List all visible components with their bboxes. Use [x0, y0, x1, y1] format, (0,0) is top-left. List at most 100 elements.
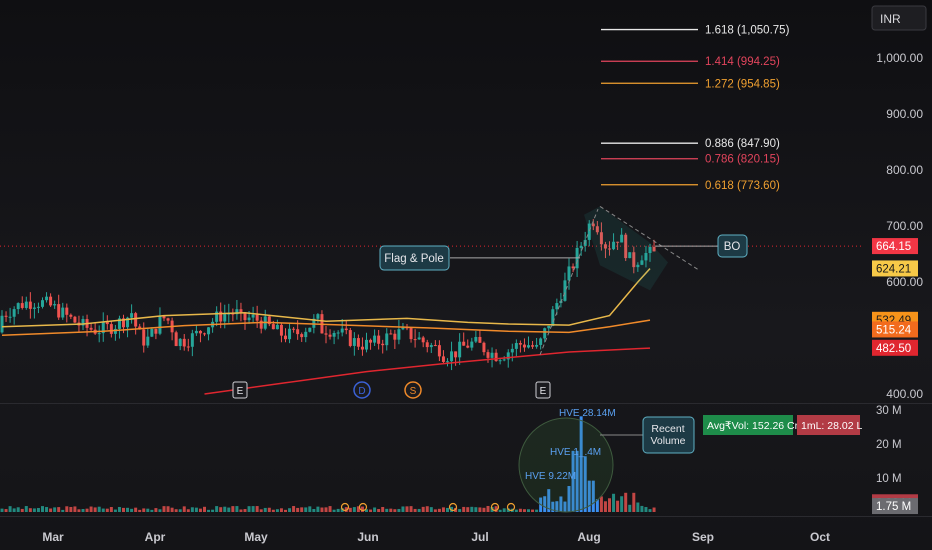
- candle-body[interactable]: [178, 338, 182, 347]
- candle-body[interactable]: [275, 324, 279, 330]
- candle-body[interactable]: [567, 266, 571, 281]
- candle-body[interactable]: [531, 345, 535, 347]
- breakout-annotation[interactable]: BO: [717, 234, 748, 258]
- candle-body[interactable]: [373, 335, 377, 343]
- candle-body[interactable]: [591, 223, 595, 227]
- candle-body[interactable]: [203, 333, 206, 335]
- candle-body[interactable]: [421, 337, 425, 343]
- candle-body[interactable]: [166, 318, 170, 321]
- candle-body[interactable]: [28, 301, 32, 309]
- candle-body[interactable]: [0, 315, 4, 333]
- candle-body[interactable]: [454, 351, 458, 358]
- candle-body[interactable]: [620, 234, 624, 243]
- candle-body[interactable]: [16, 303, 20, 310]
- candle-body[interactable]: [328, 334, 332, 337]
- candle-body[interactable]: [360, 346, 364, 350]
- candle-body[interactable]: [117, 318, 121, 329]
- candle-body[interactable]: [182, 338, 186, 347]
- event-marker-split[interactable]: S: [404, 381, 422, 399]
- candle-body[interactable]: [105, 321, 109, 325]
- candle-body[interactable]: [393, 333, 397, 340]
- candle-body[interactable]: [344, 328, 348, 331]
- candle-body[interactable]: [433, 345, 437, 347]
- candle-body[interactable]: [547, 325, 551, 329]
- candle-body[interactable]: [194, 330, 198, 334]
- candle-body[interactable]: [174, 332, 178, 347]
- candle-body[interactable]: [369, 339, 373, 343]
- candle-body[interactable]: [259, 320, 263, 329]
- candle-body[interactable]: [97, 333, 101, 335]
- candle-body[interactable]: [486, 352, 490, 358]
- candle-body[interactable]: [24, 301, 28, 308]
- candle-body[interactable]: [527, 345, 530, 348]
- candle-body[interactable]: [101, 321, 105, 334]
- candle-body[interactable]: [146, 336, 150, 346]
- candle-body[interactable]: [49, 296, 53, 306]
- candle-body[interactable]: [336, 332, 340, 334]
- candle-body[interactable]: [644, 253, 648, 261]
- candle-body[interactable]: [126, 317, 130, 328]
- candle-body[interactable]: [518, 343, 522, 345]
- candle-body[interactable]: [640, 260, 644, 265]
- candle-body[interactable]: [279, 324, 283, 336]
- candle-body[interactable]: [458, 341, 462, 358]
- candle-body[interactable]: [490, 352, 494, 358]
- candle-body[interactable]: [603, 244, 607, 249]
- candle-body[interactable]: [522, 344, 526, 348]
- candle-body[interactable]: [599, 232, 603, 245]
- candle-body[interactable]: [514, 343, 518, 349]
- candle-body[interactable]: [89, 327, 93, 330]
- candle-body[interactable]: [579, 245, 583, 248]
- candle-body[interactable]: [223, 313, 227, 322]
- candle-body[interactable]: [498, 360, 502, 362]
- candle-body[interactable]: [429, 345, 433, 348]
- candle-body[interactable]: [288, 328, 292, 340]
- candle-body[interactable]: [628, 252, 632, 259]
- candle-body[interactable]: [636, 264, 640, 268]
- candle-body[interactable]: [441, 356, 445, 362]
- candle-body[interactable]: [239, 309, 243, 313]
- candle-body[interactable]: [45, 296, 49, 301]
- candle-body[interactable]: [53, 304, 57, 306]
- candle-body[interactable]: [190, 333, 194, 347]
- candle-body[interactable]: [332, 332, 336, 337]
- candle-body[interactable]: [20, 303, 24, 308]
- candle-body[interactable]: [198, 330, 202, 334]
- candle-body[interactable]: [632, 252, 636, 268]
- candle-body[interactable]: [243, 312, 247, 321]
- candle-body[interactable]: [352, 338, 356, 346]
- candle-body[interactable]: [231, 313, 235, 315]
- candle-body[interactable]: [207, 327, 211, 335]
- candle-body[interactable]: [616, 241, 620, 243]
- candle-body[interactable]: [482, 342, 486, 353]
- candle-body[interactable]: [247, 317, 251, 321]
- candle-body[interactable]: [255, 314, 259, 321]
- candle-body[interactable]: [142, 329, 146, 346]
- candle-body[interactable]: [583, 239, 587, 246]
- candle-body[interactable]: [563, 280, 567, 301]
- candle-body[interactable]: [292, 328, 296, 330]
- candle-body[interactable]: [506, 352, 510, 360]
- candle-body[interactable]: [474, 336, 478, 342]
- candle-body[interactable]: [446, 361, 449, 363]
- candle-body[interactable]: [595, 226, 599, 233]
- candle-body[interactable]: [4, 315, 8, 317]
- candle-body[interactable]: [57, 304, 61, 318]
- moving-average-line[interactable]: [204, 347, 651, 395]
- candle-body[interactable]: [535, 344, 539, 347]
- candle-body[interactable]: [65, 307, 69, 315]
- candle-body[interactable]: [608, 248, 611, 250]
- currency-label[interactable]: INR: [871, 5, 927, 31]
- candle-body[interactable]: [41, 300, 44, 307]
- candle-body[interactable]: [81, 319, 85, 326]
- candle-body[interactable]: [365, 339, 368, 350]
- candle-body[interactable]: [73, 316, 77, 323]
- candle-body[interactable]: [12, 309, 16, 317]
- candle-body[interactable]: [612, 241, 616, 250]
- candle-body[interactable]: [122, 318, 125, 328]
- candle-body[interactable]: [494, 352, 498, 362]
- candle-body[interactable]: [478, 336, 482, 343]
- candle-body[interactable]: [61, 307, 65, 318]
- candle-body[interactable]: [510, 348, 514, 353]
